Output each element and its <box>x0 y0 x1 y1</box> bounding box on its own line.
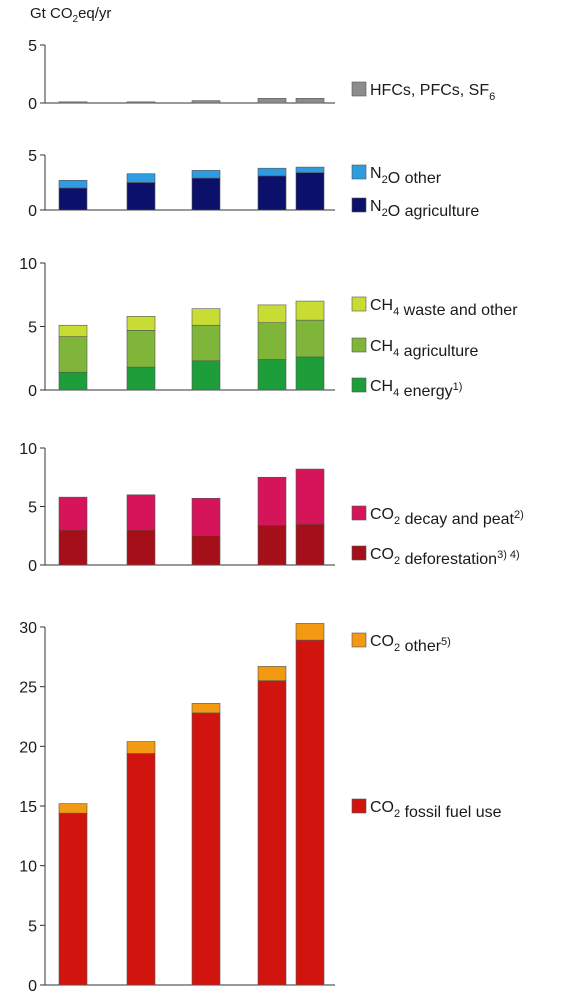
bar-segment <box>126 316 156 331</box>
bar-segment <box>191 360 221 391</box>
y-tick-label: 0 <box>28 558 37 575</box>
y-axis-unit-label: Gt CO2eq/yr <box>30 5 112 25</box>
bar-segment <box>126 101 156 104</box>
bar-segment <box>295 639 325 986</box>
y-tick-label: 0 <box>28 96 37 113</box>
bar-segment <box>257 322 287 360</box>
bar-segment <box>126 494 156 531</box>
bar-segment <box>257 680 287 986</box>
bar-segment <box>295 98 325 104</box>
bar-segment <box>58 101 88 104</box>
bar-segment <box>257 98 287 104</box>
y-tick-label: 0 <box>28 978 37 992</box>
legend-swatch <box>351 505 367 521</box>
bar-segment <box>191 177 221 211</box>
bar-segment <box>191 498 221 537</box>
bar-segment <box>295 166 325 173</box>
bar-segment <box>58 324 88 337</box>
bar-segment <box>191 100 221 104</box>
legend-label: CO2 other5) <box>370 633 451 655</box>
legend-swatch <box>351 377 367 393</box>
bar-segment <box>257 359 287 391</box>
bar-segment <box>295 319 325 358</box>
y-tick-label: 5 <box>28 38 37 55</box>
y-tick-label: 30 <box>19 620 37 637</box>
bar-segment <box>191 308 221 326</box>
bar-segment <box>191 703 221 714</box>
legend-label: CH4 waste and other <box>370 297 518 319</box>
y-tick-label: 15 <box>19 799 37 816</box>
bar-segment <box>126 753 156 986</box>
y-tick-label: 0 <box>28 203 37 220</box>
legend-swatch <box>351 337 367 353</box>
bar-segment <box>58 180 88 189</box>
bar-segment <box>58 812 88 986</box>
legend-swatch <box>351 81 367 97</box>
y-tick-label: 10 <box>19 859 37 876</box>
bar-segment <box>191 170 221 179</box>
bar-segment <box>295 523 325 566</box>
legend-swatch <box>351 798 367 814</box>
bar-segment <box>257 476 287 526</box>
bar-segment <box>295 468 325 525</box>
y-tick-label: 5 <box>28 500 37 517</box>
bar-segment <box>58 187 88 211</box>
bar-segment <box>295 300 325 321</box>
bar-segment <box>191 712 221 986</box>
bar-segment <box>126 330 156 368</box>
y-tick-label: 5 <box>28 320 37 337</box>
y-tick-label: 10 <box>19 441 37 458</box>
y-tick-label: 5 <box>28 148 37 165</box>
legend-swatch <box>351 545 367 561</box>
legend-label: CO2 deforestation3) 4) <box>370 546 520 568</box>
bar-segment <box>58 803 88 814</box>
legend-swatch <box>351 632 367 648</box>
bar-segment <box>257 175 287 211</box>
legend-swatch <box>351 197 367 213</box>
bar-segment <box>126 529 156 566</box>
legend-swatch <box>351 296 367 312</box>
bar-segment <box>295 172 325 211</box>
legend-label: CO2 decay and peat2) <box>370 506 524 528</box>
y-tick-label: 0 <box>28 383 37 400</box>
bar-segment <box>191 324 221 362</box>
legend-label: CH4 energy1) <box>370 378 462 400</box>
bar-segment <box>126 741 156 754</box>
bar-segment <box>257 524 287 566</box>
legend-label: CO2 fossil fuel use <box>370 799 502 821</box>
bar-segment <box>295 356 325 391</box>
legend-label: HFCs, PFCs, SF6 <box>370 82 495 103</box>
bar-segment <box>191 535 221 566</box>
bar-segment <box>257 666 287 682</box>
y-tick-label: 20 <box>19 739 37 756</box>
legend-swatch <box>351 164 367 180</box>
legend-label: CH4 agriculture <box>370 338 478 360</box>
bar-segment <box>58 371 88 391</box>
legend-label: N2O other <box>370 165 442 187</box>
bar-segment <box>126 182 156 211</box>
bar-segment <box>58 496 88 531</box>
bar-segment <box>126 366 156 391</box>
legend-label: N2O agriculture <box>370 198 479 220</box>
bar-segment <box>257 304 287 323</box>
y-tick-label: 5 <box>28 918 37 935</box>
y-tick-label: 25 <box>19 680 37 697</box>
bar-segment <box>126 173 156 183</box>
bar-segment <box>58 529 88 566</box>
y-tick-label: 10 <box>19 256 37 273</box>
bar-segment <box>257 167 287 177</box>
bar-segment <box>295 623 325 641</box>
bar-segment <box>58 336 88 373</box>
